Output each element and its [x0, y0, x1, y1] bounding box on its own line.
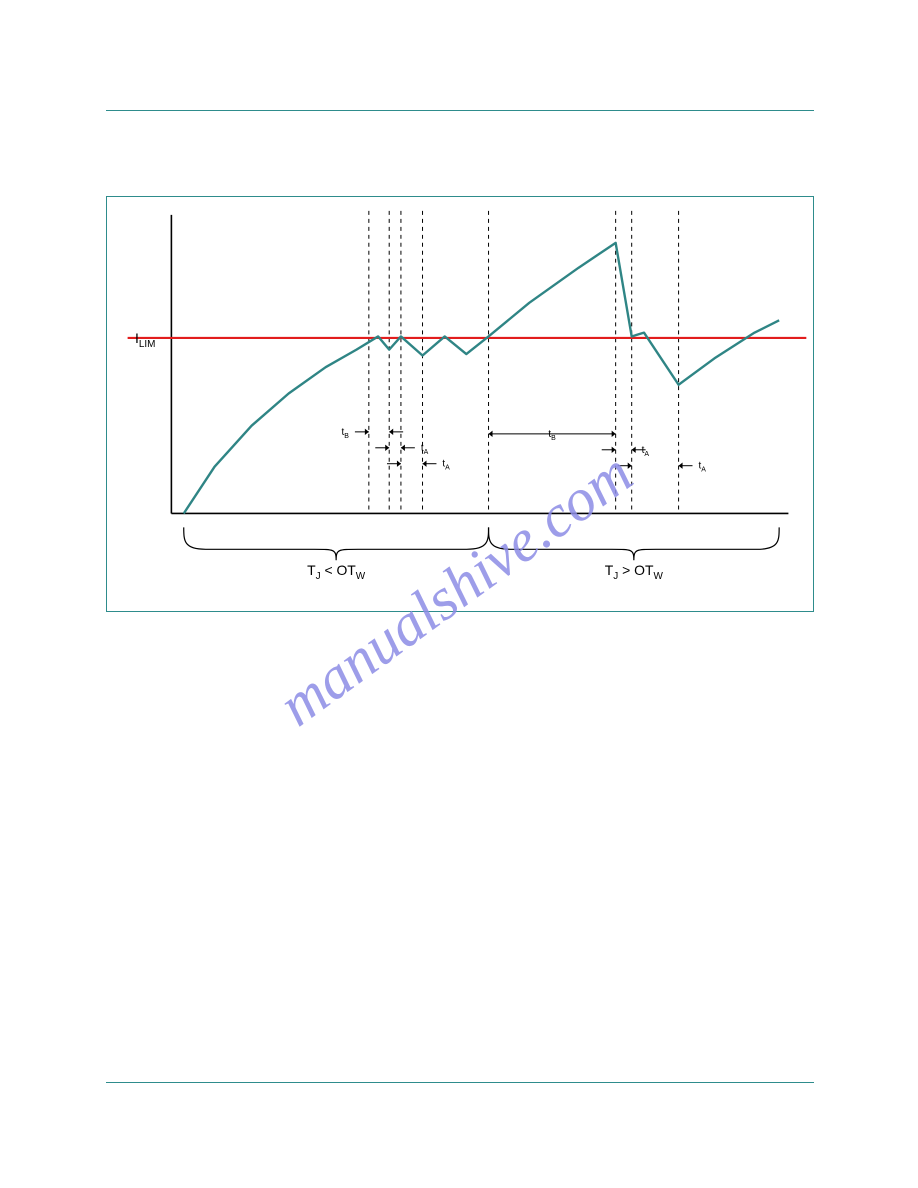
- arrowhead: [612, 431, 616, 437]
- dim-3: tB: [489, 429, 616, 442]
- dim-4: tA: [602, 445, 650, 458]
- limit-label: ILIM: [135, 330, 155, 350]
- arrowhead: [423, 461, 427, 467]
- arrowhead: [397, 461, 401, 467]
- dim-label: tA: [442, 459, 450, 472]
- brace-0: TJ < OTW: [184, 527, 489, 582]
- arrowhead: [489, 431, 493, 437]
- curve: [184, 243, 779, 514]
- dim-2: tA: [387, 459, 450, 472]
- arrowhead: [679, 463, 683, 469]
- top-rule: [106, 110, 814, 111]
- dim-0: tB: [342, 427, 404, 440]
- arrowhead: [365, 429, 369, 435]
- dim-label: tA: [421, 443, 429, 456]
- arrowhead: [389, 429, 393, 435]
- chart-svg: ILIM tB tA tA tB tA tA TJ < OTW TJ > OTW: [107, 197, 813, 611]
- arrowhead: [401, 445, 405, 451]
- dim-label: tA: [698, 461, 706, 474]
- brace-label: TJ > OTW: [605, 562, 664, 582]
- dim-1: tA: [375, 443, 428, 456]
- dim-5: tA: [618, 461, 706, 474]
- arrowhead: [628, 463, 632, 469]
- arrowhead: [612, 447, 616, 453]
- chart-frame: ILIM tB tA tA tB tA tA TJ < OTW TJ > OTW: [106, 196, 814, 612]
- dim-label: tA: [642, 445, 650, 458]
- arrowhead: [385, 445, 389, 451]
- bottom-rule: [106, 1082, 814, 1083]
- dim-label: tB: [548, 429, 556, 442]
- dim-label: tB: [342, 427, 350, 440]
- page: ILIMtBtAtAtBtAtATJ < OTWTJ > OTW manuals…: [0, 0, 918, 1188]
- arrowhead: [632, 447, 636, 453]
- brace-label: TJ < OTW: [307, 562, 366, 582]
- brace-1: TJ > OTW: [489, 527, 780, 582]
